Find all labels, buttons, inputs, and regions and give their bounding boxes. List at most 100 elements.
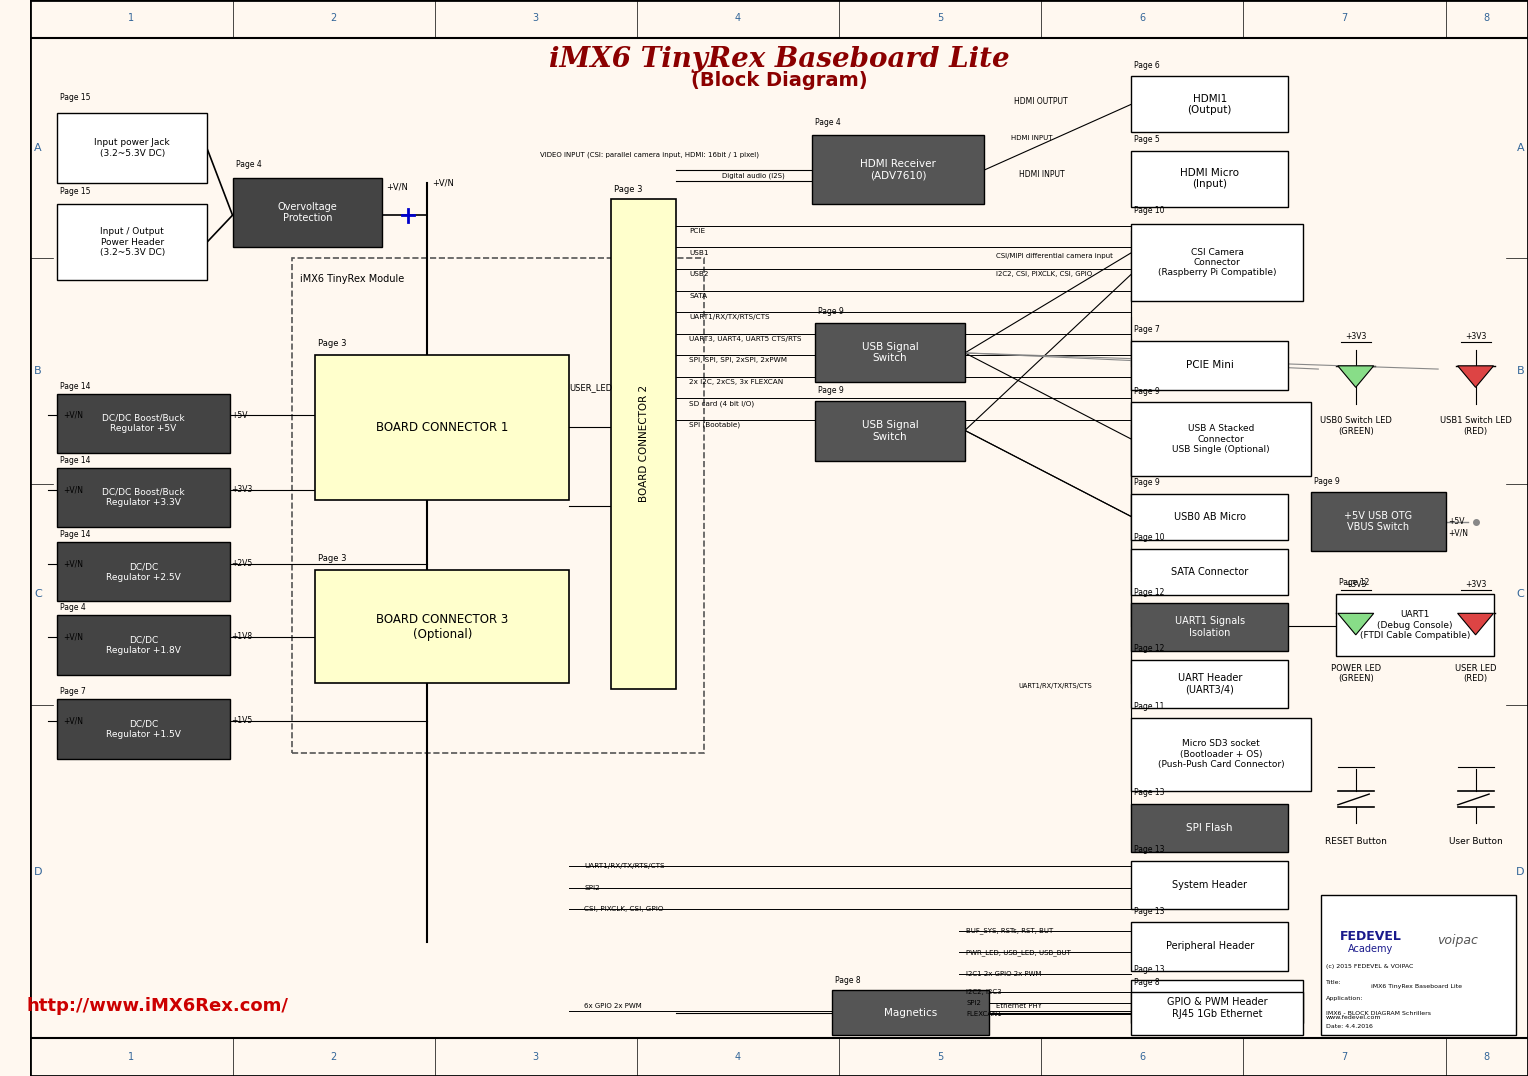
Text: USB0 AB Micro: USB0 AB Micro [1174, 512, 1245, 522]
Text: Page 10: Page 10 [1134, 534, 1164, 542]
FancyBboxPatch shape [611, 199, 675, 689]
Text: Page 13: Page 13 [1134, 846, 1164, 854]
FancyBboxPatch shape [315, 355, 570, 500]
Text: HDMI INPUT: HDMI INPUT [1019, 170, 1065, 179]
Text: +1V8: +1V8 [231, 633, 252, 641]
Text: Page 14: Page 14 [60, 456, 90, 465]
Text: System Header: System Header [1172, 880, 1247, 890]
Text: SATA Connector: SATA Connector [1170, 567, 1248, 577]
Text: (c) 2015 FEDEVEL & VOIPAC: (c) 2015 FEDEVEL & VOIPAC [1326, 964, 1413, 968]
FancyBboxPatch shape [58, 468, 229, 527]
Text: Application:: Application: [1326, 996, 1363, 1001]
Text: 6: 6 [1140, 1051, 1146, 1062]
Text: HDMI OUTPUT: HDMI OUTPUT [1015, 97, 1068, 105]
Text: Input power Jack
(3.2~5.3V DC): Input power Jack (3.2~5.3V DC) [95, 138, 170, 158]
Text: 4: 4 [735, 1051, 741, 1062]
FancyBboxPatch shape [1131, 861, 1288, 909]
Text: BOARD CONNECTOR 3
(Optional): BOARD CONNECTOR 3 (Optional) [376, 612, 509, 641]
Text: Page 9: Page 9 [817, 308, 843, 316]
FancyBboxPatch shape [1131, 341, 1288, 390]
FancyBboxPatch shape [315, 570, 570, 683]
Text: USB2: USB2 [689, 271, 709, 278]
Polygon shape [1458, 613, 1493, 635]
Text: +1V5: +1V5 [231, 717, 252, 725]
Text: D: D [1516, 866, 1525, 877]
Text: Page 14: Page 14 [60, 382, 90, 391]
FancyBboxPatch shape [1131, 549, 1288, 595]
Text: SPI, SPI, SPI, 2xSPI, 2xPWM: SPI, SPI, SPI, 2xSPI, 2xPWM [689, 357, 787, 364]
Text: HDMI Receiver
(ADV7610): HDMI Receiver (ADV7610) [860, 158, 937, 181]
Text: 6x GPIO 2x PWM: 6x GPIO 2x PWM [585, 1003, 642, 1009]
Text: VIDEO INPUT (CSI: parallel camera input, HDMI: 16bit / 1 pixel): VIDEO INPUT (CSI: parallel camera input,… [539, 152, 758, 158]
Text: 2: 2 [330, 13, 336, 24]
Text: UART1/RX/TX/RTS/CTS: UART1/RX/TX/RTS/CTS [585, 863, 665, 869]
FancyBboxPatch shape [232, 178, 382, 247]
Text: DC/DC Boost/Buck
Regulator +5V: DC/DC Boost/Buck Regulator +5V [102, 413, 185, 434]
Text: USB0 Switch LED
(GREEN): USB0 Switch LED (GREEN) [1320, 416, 1392, 436]
FancyBboxPatch shape [1131, 494, 1288, 540]
Text: RJ45 1Gb Ethernet: RJ45 1Gb Ethernet [1172, 1008, 1262, 1019]
Text: USB1 Switch LED
(RED): USB1 Switch LED (RED) [1439, 416, 1511, 436]
FancyBboxPatch shape [58, 615, 229, 675]
Text: 3: 3 [533, 1051, 539, 1062]
Text: Page 13: Page 13 [1134, 789, 1164, 797]
Text: Page 9: Page 9 [1314, 478, 1340, 486]
Text: I2C1 2x GPIO 2x PWM: I2C1 2x GPIO 2x PWM [966, 971, 1042, 977]
Text: iMX6 TinyRex Baseboard Lite: iMX6 TinyRex Baseboard Lite [549, 45, 1010, 73]
Text: Page 7: Page 7 [1134, 325, 1160, 334]
Text: Page 13: Page 13 [1134, 907, 1164, 916]
Text: PWR_LED, USB_LED, USB_BUT: PWR_LED, USB_LED, USB_BUT [966, 949, 1071, 955]
Text: FLEXCAN1: FLEXCAN1 [966, 1010, 1002, 1017]
Text: SATA: SATA [689, 293, 707, 299]
Text: CSI/MIPI differential camera input: CSI/MIPI differential camera input [996, 253, 1114, 259]
Text: www.fedevel.com: www.fedevel.com [1326, 1016, 1381, 1020]
Text: 5: 5 [937, 1051, 943, 1062]
FancyBboxPatch shape [1131, 718, 1311, 791]
Text: A: A [1517, 143, 1525, 153]
FancyBboxPatch shape [1322, 895, 1516, 1035]
Text: SPI2: SPI2 [585, 884, 601, 891]
FancyBboxPatch shape [1131, 224, 1303, 301]
Text: SD card (4 bit I/O): SD card (4 bit I/O) [689, 400, 755, 407]
Text: USB A Stacked
Connector
USB Single (Optional): USB A Stacked Connector USB Single (Opti… [1172, 424, 1270, 454]
Text: Page 15: Page 15 [60, 94, 90, 102]
Text: +2V5: +2V5 [231, 560, 252, 568]
Text: +3V3: +3V3 [231, 485, 252, 494]
Text: +V/N: +V/N [63, 485, 84, 494]
Text: Page 4: Page 4 [60, 604, 86, 612]
Text: +3V3: +3V3 [1465, 580, 1487, 589]
Text: PCIE Mini: PCIE Mini [1186, 360, 1233, 370]
Text: D: D [34, 866, 43, 877]
Text: Peripheral Header: Peripheral Header [1166, 942, 1254, 951]
Text: +V/N: +V/N [387, 183, 408, 192]
Text: SPI Flash: SPI Flash [1187, 823, 1233, 833]
FancyBboxPatch shape [1131, 151, 1288, 207]
Polygon shape [1339, 613, 1374, 635]
Text: voipac: voipac [1438, 934, 1478, 947]
Text: 2: 2 [330, 1051, 336, 1062]
Text: GPIO & PWM Header: GPIO & PWM Header [1167, 996, 1268, 1007]
Text: +V/N: +V/N [63, 717, 84, 725]
Text: BUF_SYS, RSTs, RST, BUT: BUF_SYS, RSTs, RST, BUT [966, 928, 1054, 934]
Text: Title:: Title: [1326, 980, 1342, 985]
Text: 1: 1 [128, 1051, 134, 1062]
FancyBboxPatch shape [831, 990, 989, 1035]
Text: UART3, UART4, UART5 CTS/RTS: UART3, UART4, UART5 CTS/RTS [689, 336, 802, 342]
Text: USER LED
(RED): USER LED (RED) [1455, 664, 1496, 683]
Text: http://www.iMX6Rex.com/: http://www.iMX6Rex.com/ [26, 997, 289, 1015]
Text: 7: 7 [1342, 1051, 1348, 1062]
Text: DC/DC
Regulator +1.5V: DC/DC Regulator +1.5V [105, 719, 180, 739]
FancyBboxPatch shape [58, 113, 208, 183]
Text: UART1/RX/TX/RTS/CTS: UART1/RX/TX/RTS/CTS [1019, 683, 1093, 690]
Text: DC/DC
Regulator +2.5V: DC/DC Regulator +2.5V [105, 562, 180, 582]
Text: SPI (Bootable): SPI (Bootable) [689, 422, 741, 428]
Text: HDMI1
(Output): HDMI1 (Output) [1187, 94, 1232, 115]
Text: Page 12: Page 12 [1134, 645, 1164, 653]
Text: Overvoltage
Protection: Overvoltage Protection [278, 201, 338, 224]
Text: +V/N: +V/N [63, 633, 84, 641]
Text: FEDEVEL: FEDEVEL [1340, 930, 1401, 943]
Text: Page 11: Page 11 [1134, 703, 1164, 711]
Text: POWER LED
(GREEN): POWER LED (GREEN) [1331, 664, 1381, 683]
FancyBboxPatch shape [1131, 992, 1303, 1035]
FancyBboxPatch shape [814, 323, 964, 382]
